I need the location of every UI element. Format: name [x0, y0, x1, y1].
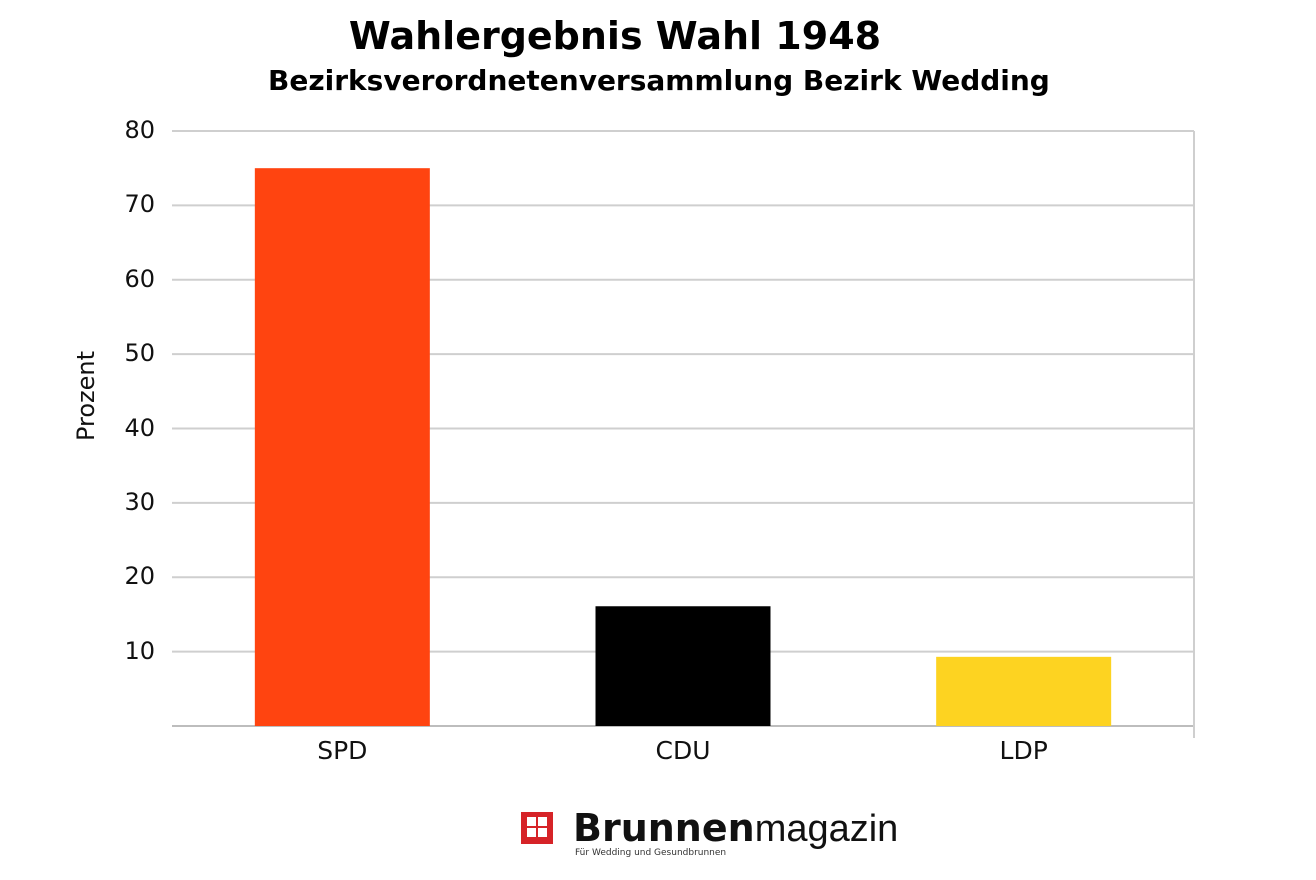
- y-tick-label: 20: [124, 562, 155, 591]
- logo-light-text: magazin: [754, 808, 899, 850]
- bar-ldp: [936, 656, 1112, 726]
- chart-title: Wahlergebnis Wahl 1948: [348, 14, 882, 58]
- bar-cdu: [595, 606, 771, 726]
- y-tick-label: 50: [124, 339, 155, 368]
- x-tick-label: SPD: [317, 736, 368, 765]
- y-tick-label: 30: [124, 487, 155, 516]
- logo-bold-text: Brunnen: [573, 806, 755, 850]
- window-logo-icon: [521, 812, 553, 844]
- bar-spd: [254, 168, 430, 726]
- x-tick-label: LDP: [999, 736, 1048, 765]
- chart-subtitle: Bezirksverordnetenversammlung Bezirk Wed…: [268, 64, 1050, 97]
- x-tick-label: CDU: [655, 736, 711, 765]
- y-tick-label: 10: [124, 636, 155, 665]
- y-tick-label: 40: [124, 413, 155, 442]
- y-tick-label: 60: [124, 264, 155, 293]
- y-tick-label: 70: [124, 190, 155, 219]
- logo-tagline: Für Wedding und Gesundbrunnen: [575, 848, 727, 858]
- y-tick-label: 80: [124, 116, 155, 144]
